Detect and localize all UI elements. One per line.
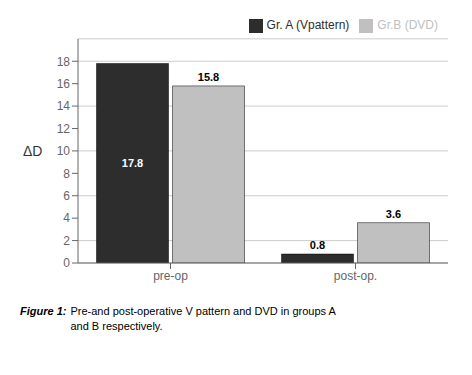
svg-text:18: 18 (57, 55, 71, 69)
svg-text:pre-op: pre-op (153, 269, 188, 283)
svg-text:14: 14 (57, 99, 71, 113)
svg-text:8: 8 (63, 167, 70, 181)
svg-text:ΔD: ΔD (23, 143, 42, 159)
svg-text:12: 12 (57, 122, 71, 136)
html-text:Gr.B (DVD): Gr.B (DVD) (377, 18, 438, 32)
svg-text:post-op.: post-op. (334, 269, 377, 283)
html-text:Gr. A (Vpattern): Gr. A (Vpattern) (266, 18, 350, 32)
svg-text:2: 2 (63, 234, 70, 248)
svg-text:6: 6 (63, 189, 70, 203)
svg-text:10: 10 (57, 144, 71, 158)
svg-text:17.8: 17.8 (122, 157, 143, 169)
svg-text:0.8: 0.8 (310, 239, 325, 251)
svg-text:16: 16 (57, 77, 71, 91)
svg-text:15.8: 15.8 (198, 71, 219, 83)
svg-text:3.6: 3.6 (386, 208, 401, 220)
svg-text:0: 0 (63, 256, 70, 270)
html-text:Figure 1: Pre-and post-operati: Figure 1: Pre-and post-operative V patte… (20, 305, 336, 332)
svg-text:4: 4 (63, 211, 70, 225)
